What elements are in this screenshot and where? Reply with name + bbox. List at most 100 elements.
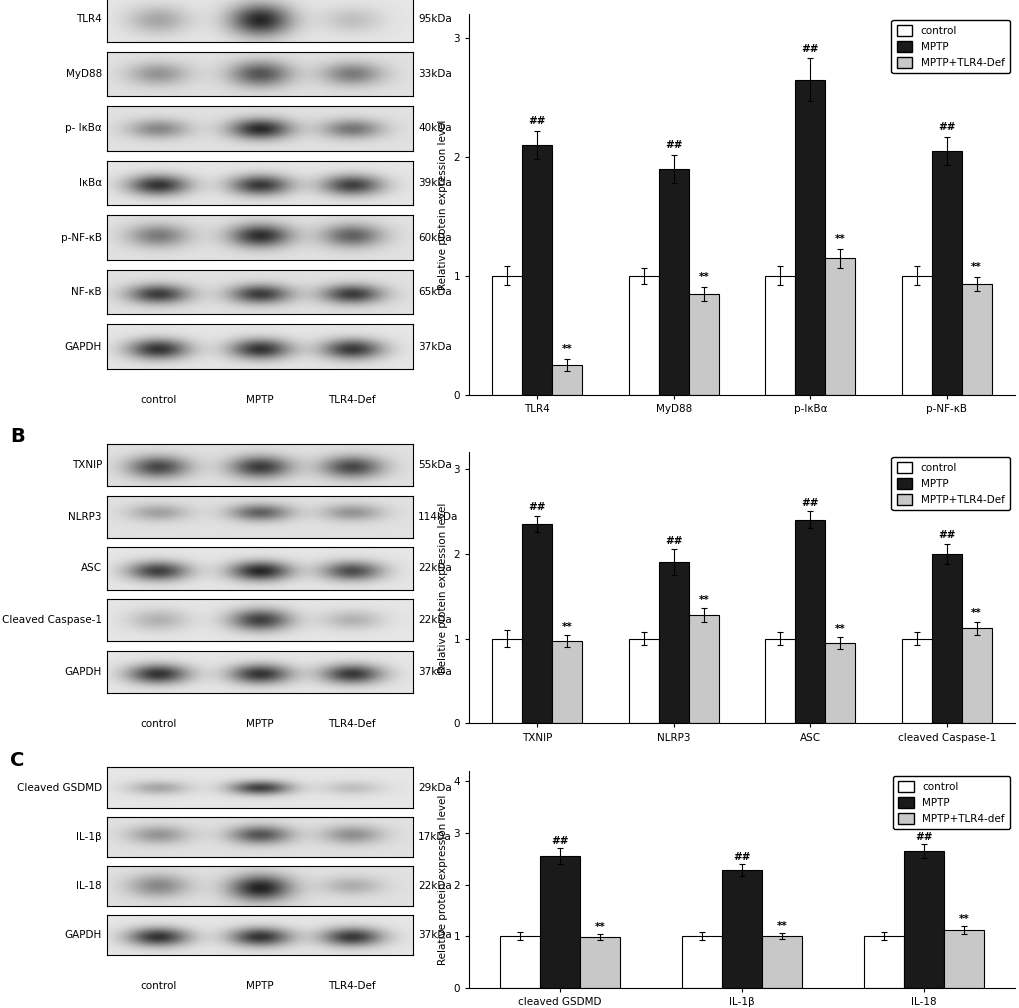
Bar [682, 936, 721, 988]
Text: control: control [140, 981, 176, 991]
Bar [552, 365, 582, 395]
Bar [688, 615, 718, 724]
Text: 33kDa: 33kDa [418, 69, 451, 79]
Text: NF-κB: NF-κB [71, 287, 102, 297]
Text: TLR4-Def: TLR4-Def [328, 719, 375, 729]
Text: 22kDa: 22kDa [418, 563, 451, 574]
Text: ##: ## [801, 498, 818, 508]
Bar [764, 639, 795, 724]
Text: MPTP: MPTP [246, 719, 274, 729]
Bar [552, 641, 582, 724]
Text: ASC: ASC [81, 563, 102, 574]
Text: ##: ## [528, 116, 545, 126]
Y-axis label: Relative protein expression level: Relative protein expression level [437, 119, 447, 289]
Text: **: ** [835, 234, 845, 244]
Text: NLRP3: NLRP3 [68, 512, 102, 522]
Text: ##: ## [664, 536, 682, 546]
Bar [522, 145, 552, 395]
Text: ##: ## [914, 832, 931, 842]
Text: 39kDa: 39kDa [418, 178, 451, 187]
Y-axis label: Relative protein expression level: Relative protein expression level [437, 794, 447, 965]
Text: TLR4-Def: TLR4-Def [328, 395, 375, 405]
Text: MPTP: MPTP [246, 395, 274, 405]
Text: IκBα: IκBα [78, 178, 102, 187]
Y-axis label: Relative protein expression level: Relative protein expression level [437, 502, 447, 673]
Text: Cleaved GSDMD: Cleaved GSDMD [17, 782, 102, 792]
Bar [903, 851, 943, 988]
Bar [492, 276, 522, 395]
Text: C: C [10, 751, 24, 770]
Bar [930, 553, 961, 724]
Bar [540, 856, 580, 988]
Text: 22kDa: 22kDa [418, 615, 451, 625]
Legend: control, MPTP, MPTP+TLR4-Def: control, MPTP, MPTP+TLR4-Def [891, 457, 1009, 510]
Text: TXNIP: TXNIP [71, 460, 102, 470]
Text: 55kDa: 55kDa [418, 460, 451, 470]
Bar [824, 643, 855, 724]
Bar [628, 276, 658, 395]
Text: ##: ## [937, 122, 955, 132]
Text: p-NF-κB: p-NF-κB [61, 233, 102, 243]
Text: GAPDH: GAPDH [64, 342, 102, 352]
Text: **: ** [561, 345, 573, 355]
Text: 40kDa: 40kDa [418, 123, 451, 133]
Text: B: B [10, 427, 24, 447]
Bar [499, 936, 540, 988]
Text: MyD88: MyD88 [65, 69, 102, 79]
Text: **: ** [594, 922, 605, 932]
Text: **: ** [958, 914, 968, 924]
Text: MPTP: MPTP [246, 981, 274, 991]
Bar [901, 276, 930, 395]
Bar [824, 258, 855, 395]
Text: IL-1β: IL-1β [76, 832, 102, 842]
Text: GAPDH: GAPDH [64, 930, 102, 940]
Text: 17kDa: 17kDa [418, 832, 451, 842]
Text: ##: ## [528, 502, 545, 512]
Bar [863, 936, 903, 988]
Text: 37kDa: 37kDa [418, 666, 451, 676]
Text: ##: ## [664, 140, 682, 150]
Bar [901, 639, 930, 724]
Text: IL-18: IL-18 [76, 881, 102, 891]
Text: control: control [140, 395, 176, 405]
Bar [688, 293, 718, 395]
Text: p- IκBα: p- IκBα [65, 123, 102, 133]
Bar [658, 562, 688, 724]
Legend: control, MPTP, MPTP+TLR4-Def: control, MPTP, MPTP+TLR4-Def [891, 19, 1009, 73]
Bar [795, 520, 824, 724]
Text: TLR4: TLR4 [76, 14, 102, 24]
Text: **: ** [775, 921, 787, 931]
Bar [761, 936, 801, 988]
Bar [943, 930, 983, 988]
Text: **: ** [698, 595, 708, 605]
Bar [522, 524, 552, 724]
Text: 65kDa: 65kDa [418, 287, 451, 297]
Text: 114kDa: 114kDa [418, 512, 459, 522]
Bar [795, 80, 824, 395]
Legend: control, MPTP, MPTP+TLR4-def: control, MPTP, MPTP+TLR4-def [892, 776, 1009, 830]
Text: 22kDa: 22kDa [418, 881, 451, 891]
Bar [628, 639, 658, 724]
Text: **: ** [698, 272, 708, 282]
Bar [492, 639, 522, 724]
Text: 37kDa: 37kDa [418, 342, 451, 352]
Text: **: ** [970, 262, 981, 272]
Text: ##: ## [733, 852, 750, 862]
Text: **: ** [835, 624, 845, 633]
Bar [721, 870, 761, 988]
Text: ##: ## [937, 530, 955, 540]
Text: control: control [140, 719, 176, 729]
Text: 37kDa: 37kDa [418, 930, 451, 940]
Text: 60kDa: 60kDa [418, 233, 451, 243]
Text: Cleaved Caspase-1: Cleaved Caspase-1 [2, 615, 102, 625]
Bar [658, 169, 688, 395]
Text: ##: ## [801, 43, 818, 53]
Text: 29kDa: 29kDa [418, 782, 451, 792]
Bar [764, 276, 795, 395]
Text: **: ** [561, 622, 573, 632]
Bar [580, 937, 620, 988]
Text: **: ** [970, 608, 981, 618]
Text: TLR4-Def: TLR4-Def [328, 981, 375, 991]
Bar [930, 151, 961, 395]
Bar [961, 284, 990, 395]
